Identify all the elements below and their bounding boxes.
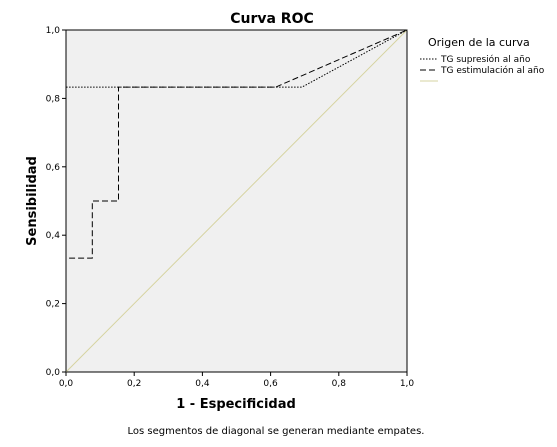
chart-title: Curva ROC bbox=[230, 11, 314, 27]
y-axis-ticks: 0,0 0,2 0,4 0,6 0,8 1,0 bbox=[46, 26, 66, 378]
y-tick-label: 0,6 bbox=[46, 163, 61, 173]
x-axis-label: 1 - Especificidad bbox=[176, 397, 296, 412]
x-tick-label: 0,6 bbox=[263, 379, 278, 389]
reference-diagonal-line bbox=[65, 29, 408, 373]
legend-entry-supresion: TG supresión al año bbox=[440, 54, 531, 65]
y-tick-label: 0,4 bbox=[46, 231, 61, 241]
reference-line-layer bbox=[65, 29, 408, 373]
x-tick-label: 1,0 bbox=[400, 379, 415, 389]
y-tick-label: 0,8 bbox=[46, 94, 61, 104]
series-layer bbox=[65, 29, 408, 372]
x-tick-label: 0,8 bbox=[332, 379, 347, 389]
y-tick-label: 0,0 bbox=[46, 368, 61, 378]
chart-footnote: Los segmentos de diagonal se generan med… bbox=[128, 426, 425, 437]
x-tick-label: 0,2 bbox=[127, 379, 141, 389]
y-tick-label: 0,2 bbox=[46, 300, 60, 310]
y-axis-label: Sensibilidad bbox=[25, 156, 40, 246]
y-tick-label: 1,0 bbox=[46, 26, 61, 36]
x-axis-ticks: 0,0 0,2 0,4 0,6 0,8 1,0 bbox=[59, 372, 415, 389]
x-tick-label: 0,4 bbox=[195, 379, 210, 389]
x-tick-label: 0,0 bbox=[59, 379, 74, 389]
roc-series-line-1 bbox=[65, 29, 408, 372]
legend-title: Origen de la curva bbox=[428, 36, 530, 49]
roc-series-line-0 bbox=[65, 29, 408, 372]
legend-entry-estimulacion: TG estimulación al año bbox=[440, 65, 545, 76]
legend: Origen de la curva TG supresión al año T… bbox=[420, 36, 545, 82]
